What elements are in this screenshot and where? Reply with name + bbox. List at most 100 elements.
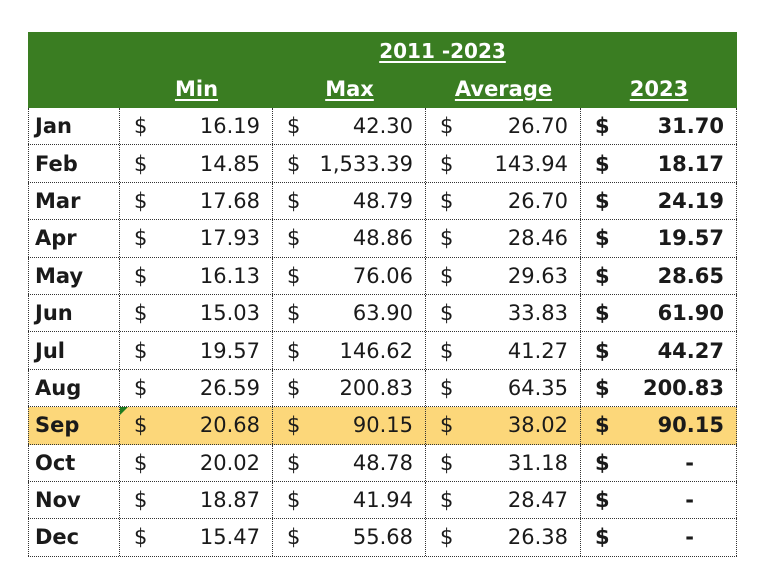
table-row: Mar $17.68 $48.79 $26.70 $24.19 [28,182,737,221]
year-2023-cell[interactable]: $31.70 [581,108,737,145]
min-cell[interactable]: $17.68 [120,182,273,220]
currency-symbol: $ [287,263,301,288]
max-cell[interactable]: $42.30 [273,108,426,145]
max-cell[interactable]: $1,533.39 [273,145,426,182]
currency-symbol: $ [595,375,610,400]
year-2023-cell[interactable]: $44.27 [581,332,737,369]
value-text: 76.06 [352,263,413,288]
average-cell[interactable]: $64.35 [426,369,581,407]
average-cell[interactable]: $28.46 [426,220,581,257]
max-cell[interactable]: $63.90 [273,294,426,332]
max-cell[interactable]: $48.78 [273,444,426,481]
year-2023-cell[interactable]: $ - [581,481,737,519]
table-title: 2011 -2023 [379,39,506,63]
year-2023-cell[interactable]: $18.17 [581,145,737,182]
month-cell[interactable]: Jul [28,332,120,369]
currency-symbol: $ [134,375,148,400]
year-2023-cell[interactable]: $19.57 [581,220,737,257]
average-cell[interactable]: $26.70 [426,182,581,220]
max-cell[interactable]: $90.15 [273,407,426,444]
min-cell[interactable]: $15.47 [120,519,273,556]
currency-symbol: $ [440,375,454,400]
currency-symbol: $ [134,338,148,363]
average-cell[interactable]: $28.47 [426,481,581,519]
currency-symbol: $ [440,301,454,326]
min-cell[interactable]: $20.68 [120,407,273,444]
max-cell[interactable]: $48.79 [273,182,426,220]
average-cell[interactable]: $26.38 [426,519,581,556]
value-text: - [685,525,694,550]
min-cell[interactable]: $17.93 [120,220,273,257]
min-cell[interactable]: $19.57 [120,332,273,369]
year-2023-cell[interactable]: $28.65 [581,257,737,294]
currency-symbol: $ [287,413,301,438]
table-row: Aug $26.59 $200.83 $64.35 $200.83 [28,369,737,408]
min-cell[interactable]: $14.85 [120,145,273,182]
average-cell[interactable]: $38.02 [426,407,581,444]
value-text: 143.94 [494,151,568,176]
min-cell[interactable]: $20.02 [120,444,273,481]
month-cell[interactable]: Dec [28,519,120,556]
year-2023-header: 2023 [629,77,689,101]
value-text: 20.02 [199,450,260,475]
average-cell[interactable]: $143.94 [426,145,581,182]
value-text: 24.19 [657,188,724,213]
month-cell[interactable]: Jun [28,294,120,332]
average-cell[interactable]: $33.83 [426,294,581,332]
max-cell[interactable]: $146.62 [273,332,426,369]
value-text: 20.68 [199,413,260,438]
month-cell[interactable]: Apr [28,220,120,257]
min-cell[interactable]: $16.13 [120,257,273,294]
month-cell[interactable]: Feb [28,145,120,182]
year-2023-cell[interactable]: $200.83 [581,369,737,407]
value-text: 64.35 [507,375,568,400]
month-cell[interactable]: Nov [28,481,120,519]
min-header: Min [174,77,219,101]
currency-symbol: $ [134,450,148,475]
year-2023-cell[interactable]: $24.19 [581,182,737,220]
value-text: 55.68 [352,525,413,550]
min-cell[interactable]: $15.03 [120,294,273,332]
value-text: 61.90 [657,301,724,326]
year-2023-cell[interactable]: $ - [581,519,737,556]
month-cell[interactable]: Sep [28,407,120,444]
min-cell[interactable]: $26.59 [120,369,273,407]
year-2023-cell[interactable]: $61.90 [581,294,737,332]
value-text: 33.83 [507,301,568,326]
table-title-row: 2011 -2023 [28,32,737,70]
month-cell[interactable]: Aug [28,369,120,407]
month-cell[interactable]: May [28,257,120,294]
value-text: 28.47 [507,488,568,513]
value-text: 42.30 [352,114,413,139]
currency-symbol: $ [134,151,148,176]
month-cell[interactable]: Oct [28,444,120,481]
value-text: - [685,488,694,513]
table-body: Jan $16.19 $42.30 $26.70 $31.70 Feb $14.85 $1,5… [28,108,737,557]
average-cell[interactable]: $29.63 [426,257,581,294]
average-cell[interactable]: $31.18 [426,444,581,481]
month-cell[interactable]: Jan [28,108,120,145]
year-2023-cell[interactable]: $90.15 [581,407,737,444]
min-cell[interactable]: $16.19 [120,108,273,145]
average-cell[interactable]: $26.70 [426,108,581,145]
currency-symbol: $ [287,450,301,475]
value-text: 1,533.39 [319,151,413,176]
value-text: 16.13 [199,263,260,288]
max-cell[interactable]: $48.86 [273,220,426,257]
max-cell[interactable]: $200.83 [273,369,426,407]
max-cell[interactable]: $76.06 [273,257,426,294]
max-cell[interactable]: $55.68 [273,519,426,556]
month-cell[interactable]: Mar [28,182,120,220]
value-text: 48.78 [352,450,413,475]
table-row: Jul $19.57 $146.62 $41.27 $44.27 [28,332,737,370]
value-text: 18.17 [657,151,724,176]
table-row: Jun $15.03 $63.90 $33.83 $61.90 [28,294,737,333]
average-cell[interactable]: $41.27 [426,332,581,369]
currency-symbol: $ [287,488,301,513]
currency-symbol: $ [287,226,301,251]
value-text: - [685,450,694,475]
year-2023-cell[interactable]: $ - [581,444,737,481]
min-cell[interactable]: $18.87 [120,481,273,519]
currency-symbol: $ [287,188,301,213]
max-cell[interactable]: $41.94 [273,481,426,519]
